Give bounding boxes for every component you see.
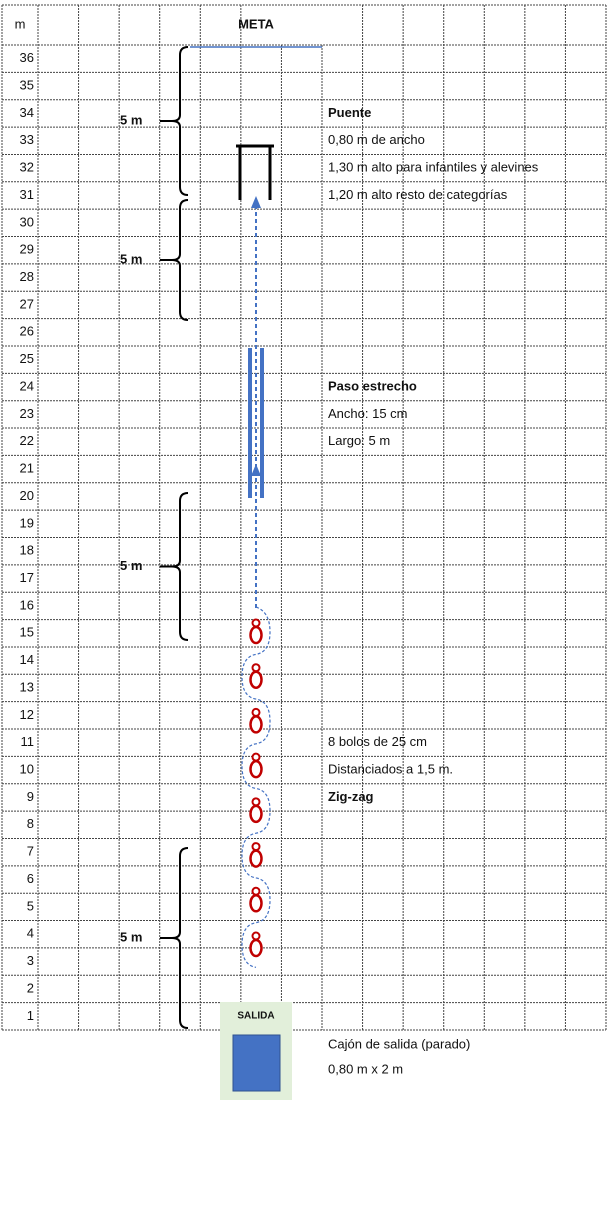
row-label: 36 bbox=[20, 50, 34, 65]
start-area bbox=[232, 1034, 281, 1092]
grid bbox=[1, 4, 607, 1031]
bridge bbox=[236, 144, 274, 200]
pin-head bbox=[251, 797, 261, 807]
row-label: 12 bbox=[20, 707, 34, 722]
pin-head bbox=[251, 752, 261, 762]
unit-label: m bbox=[15, 16, 26, 31]
pin bbox=[249, 752, 263, 779]
brace-label: 5 m bbox=[120, 112, 142, 127]
row-label: 1 bbox=[27, 1008, 34, 1023]
annotation: 1,20 m alto resto de categorías bbox=[328, 187, 508, 202]
annotation: Ancho: 15 cm bbox=[328, 406, 408, 421]
pin-body bbox=[249, 625, 263, 645]
row-label: 27 bbox=[20, 296, 34, 311]
row-label: 8 bbox=[27, 816, 34, 831]
annotation: Zig-zag bbox=[328, 789, 374, 804]
row-label: 15 bbox=[20, 625, 34, 640]
row-label: 6 bbox=[27, 871, 34, 886]
pin-body bbox=[249, 849, 263, 868]
pin bbox=[249, 931, 263, 958]
row-label: 35 bbox=[20, 77, 34, 92]
row-label: 13 bbox=[20, 679, 34, 694]
pin-body bbox=[249, 938, 263, 958]
row-label: 16 bbox=[20, 597, 34, 612]
row-label: 2 bbox=[27, 980, 34, 995]
annotation: Paso estrecho bbox=[328, 378, 417, 393]
brace bbox=[171, 46, 189, 196]
pin bbox=[249, 663, 263, 689]
pin bbox=[249, 842, 263, 868]
row-label: 10 bbox=[20, 762, 34, 777]
annotation: 0,80 m de ancho bbox=[328, 132, 425, 147]
row-label: 32 bbox=[20, 160, 34, 175]
pin bbox=[249, 797, 263, 824]
row-label: 24 bbox=[20, 378, 34, 393]
start-label: SALIDA bbox=[237, 1011, 274, 1022]
row-label: 21 bbox=[20, 461, 34, 476]
brace-label: 5 m bbox=[120, 558, 142, 573]
pin-body bbox=[249, 715, 263, 734]
pin-head bbox=[251, 618, 261, 628]
start-note: 0,80 m x 2 m bbox=[328, 1061, 403, 1076]
row-label: 20 bbox=[20, 488, 34, 503]
pin-body bbox=[249, 894, 263, 913]
annotation: Distanciados a 1,5 m. bbox=[328, 762, 453, 777]
zigzag-pins bbox=[241, 606, 271, 968]
pin bbox=[249, 618, 263, 645]
annotation: 1,30 m alto para infantiles y alevines bbox=[328, 160, 539, 175]
row-label: 7 bbox=[27, 844, 34, 859]
annotation: Largo: 5 m bbox=[328, 433, 390, 448]
row-label: 34 bbox=[20, 105, 34, 120]
narrow-path bbox=[248, 348, 264, 498]
row-label: 3 bbox=[27, 953, 34, 968]
row-label: 25 bbox=[20, 351, 34, 366]
row-label: 19 bbox=[20, 515, 34, 530]
row-label: 31 bbox=[20, 187, 34, 202]
brace bbox=[171, 492, 189, 641]
pin bbox=[249, 886, 263, 913]
row-label: 29 bbox=[20, 242, 34, 257]
pin-head bbox=[251, 886, 261, 896]
row-label: 9 bbox=[27, 789, 34, 804]
route-arrow bbox=[251, 464, 261, 476]
pin-head bbox=[251, 663, 261, 673]
annotation: Puente bbox=[328, 105, 371, 120]
row-label: 22 bbox=[20, 433, 34, 448]
row-label: 33 bbox=[20, 132, 34, 147]
start-note: Cajón de salida (parado) bbox=[328, 1036, 470, 1051]
route-arrow bbox=[251, 196, 261, 208]
row-label: 18 bbox=[20, 543, 34, 558]
pin-body bbox=[249, 670, 263, 689]
zigzag-route bbox=[241, 606, 271, 968]
row-label: 26 bbox=[20, 324, 34, 339]
row-label: 28 bbox=[20, 269, 34, 284]
pin-body bbox=[249, 759, 263, 779]
pin-head bbox=[251, 842, 261, 852]
row-label: 17 bbox=[20, 570, 34, 585]
brace-label: 5 m bbox=[120, 929, 142, 944]
row-label: 5 bbox=[27, 898, 34, 913]
brace bbox=[171, 847, 189, 1029]
row-label: 11 bbox=[21, 734, 35, 749]
pin bbox=[249, 707, 263, 734]
row-label: 23 bbox=[20, 406, 34, 421]
brace bbox=[171, 199, 189, 321]
row-label: 4 bbox=[27, 926, 34, 941]
pin-head bbox=[251, 931, 261, 941]
row-label: 30 bbox=[20, 214, 34, 229]
row-label: 14 bbox=[20, 652, 34, 667]
goal-label: META bbox=[238, 16, 274, 31]
brace-label: 5 m bbox=[120, 251, 142, 266]
pin-head bbox=[251, 707, 261, 717]
annotation: 8 bolos de 25 cm bbox=[328, 734, 427, 749]
pin-body bbox=[249, 804, 263, 824]
